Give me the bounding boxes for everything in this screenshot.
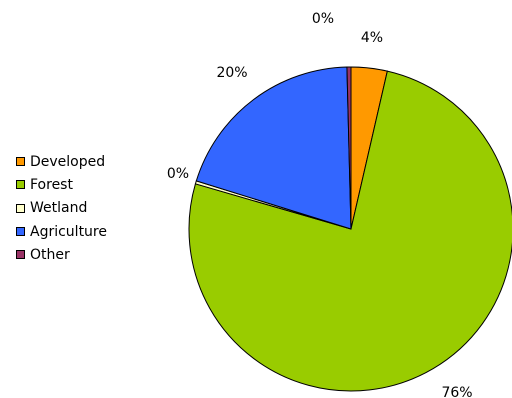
legend-swatch-wetland — [16, 203, 25, 213]
legend-swatch-agriculture — [16, 227, 25, 237]
data-label-developed: 4% — [361, 30, 383, 46]
legend: Developed Forest Wetland Agriculture Oth… — [16, 150, 107, 266]
legend-label-other: Other — [30, 246, 70, 263]
legend-swatch-forest — [16, 180, 25, 190]
pie-slice-agriculture — [195, 66, 352, 230]
legend-item-developed: Developed — [16, 150, 107, 173]
legend-item-agriculture: Agriculture — [16, 220, 107, 243]
data-label-wetland: 0% — [312, 11, 334, 27]
legend-label-forest: Forest — [30, 176, 73, 193]
legend-swatch-other — [16, 250, 25, 260]
pie-data-labels: 4% 76% 0% 20% 0% — [167, 11, 473, 398]
legend-item-forest: Forest — [16, 173, 107, 196]
pie-slice-other — [346, 66, 352, 230]
data-label-agriculture: 20% — [216, 65, 247, 81]
legend-label-developed: Developed — [30, 153, 106, 170]
pie-slices — [188, 66, 512, 392]
legend-item-other: Other — [16, 243, 107, 266]
legend-label-agriculture: Agriculture — [30, 223, 107, 240]
pie-slice-forest — [188, 70, 512, 392]
legend-item-wetland: Wetland — [16, 197, 107, 220]
data-label-other: 0% — [167, 166, 189, 182]
legend-label-wetland: Wetland — [30, 200, 88, 217]
data-label-forest: 76% — [441, 385, 472, 398]
legend-swatch-developed — [16, 157, 25, 167]
